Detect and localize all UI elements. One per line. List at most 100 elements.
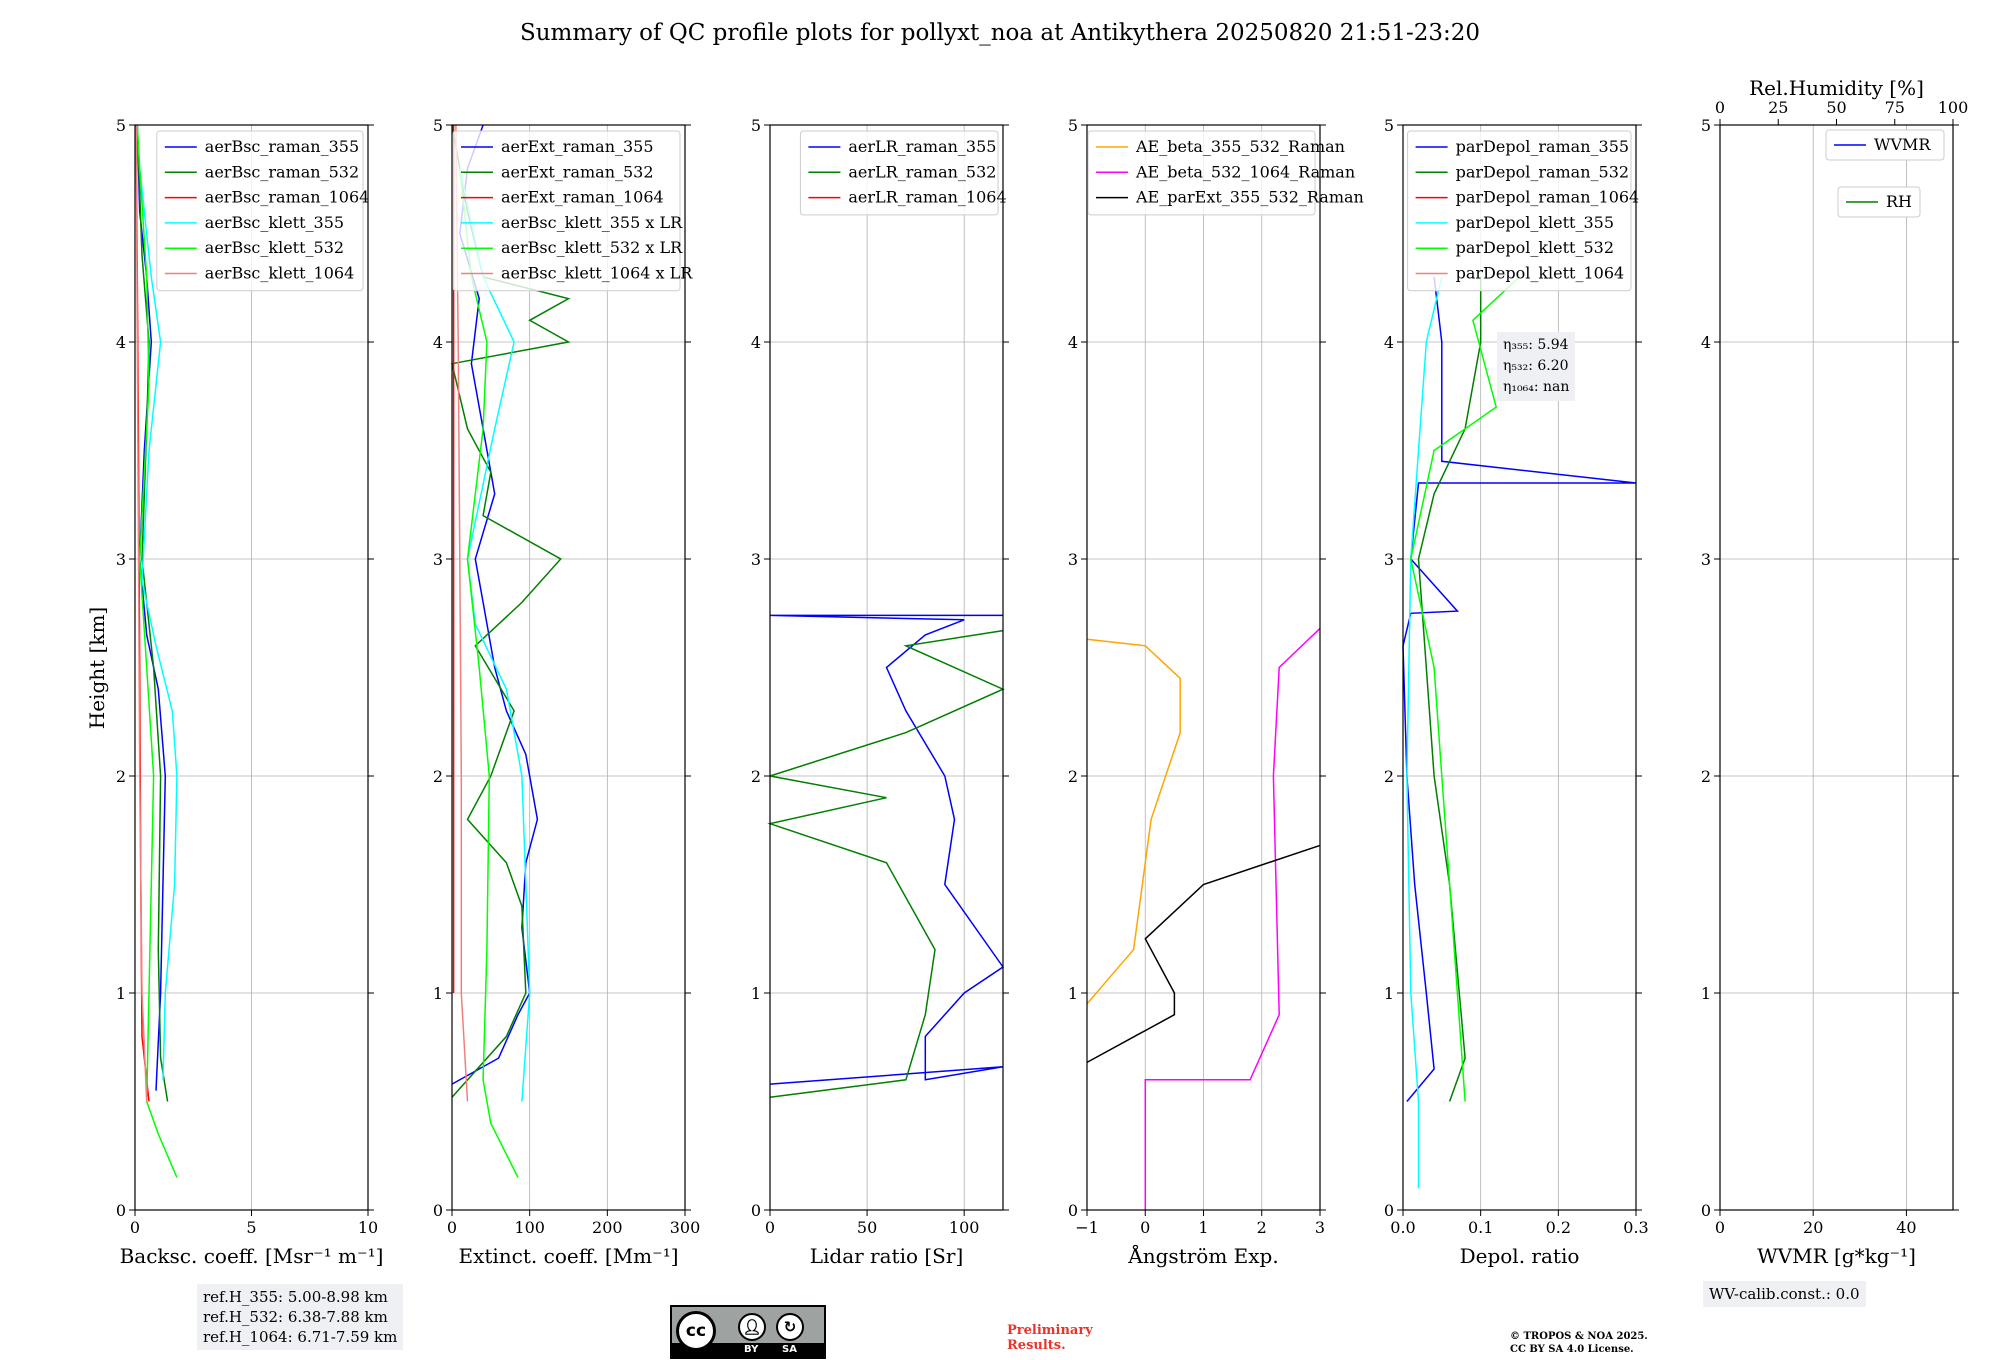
panel-frame bbox=[1719, 124, 1954, 1211]
legend-box bbox=[452, 130, 681, 292]
y-tick-label: 1 bbox=[433, 984, 443, 1003]
preliminary-line-2: Results. bbox=[1007, 1338, 1066, 1353]
legend-label: aerBsc_klett_532 bbox=[205, 238, 344, 257]
y-tick-label: 0 bbox=[1701, 1201, 1711, 1220]
legend-label: aerBsc_klett_1064 bbox=[205, 264, 354, 283]
y-tick-label: 3 bbox=[1068, 550, 1078, 569]
legend-label: parDepol_raman_355 bbox=[1456, 137, 1629, 156]
x-tick-label: 0 bbox=[447, 1218, 457, 1237]
top-x-tick-label: 25 bbox=[1768, 98, 1788, 117]
x-tick-label: 0.3 bbox=[1623, 1218, 1648, 1237]
x-tick-label: 20 bbox=[1803, 1218, 1823, 1237]
series-line-aerLR-raman-532 bbox=[767, 629, 1005, 1098]
y-tick-label: 4 bbox=[1384, 333, 1394, 352]
legend-label: AE_parExt_355_532_Raman bbox=[1135, 188, 1364, 207]
x-axis-label: Depol. ratio bbox=[1460, 1244, 1580, 1268]
series-line-AE-beta-355-532-Raman bbox=[1086, 638, 1181, 1005]
y-tick-label: 2 bbox=[751, 767, 761, 786]
x-tick-label: 100 bbox=[949, 1218, 980, 1237]
series-line-aerBsc-klett-532-x-LR bbox=[459, 168, 519, 1178]
y-tick-label: 3 bbox=[433, 550, 443, 569]
legend-box bbox=[156, 130, 364, 292]
panel-3 bbox=[764, 124, 1009, 1216]
copyright-line-1: © TROPOS & NOA 2025. bbox=[1510, 1331, 1648, 1342]
angstrom-eta-box: η₃₅₅: 5.94 η₅₃₂: 6.20 η₁₀₆₄: nan bbox=[1497, 332, 1576, 401]
panel-frame bbox=[451, 124, 686, 1211]
x-tick-label: 0 bbox=[765, 1218, 775, 1237]
x-tick-label: 0 bbox=[130, 1218, 140, 1237]
y-tick-label: 5 bbox=[1384, 116, 1394, 135]
legend-label: parDepol_raman_532 bbox=[1456, 162, 1629, 181]
x-axis-label: Ångström Exp. bbox=[1127, 1243, 1278, 1268]
x-tick-label: 0.1 bbox=[1468, 1218, 1493, 1237]
series-line-parDepol-raman-355 bbox=[1402, 276, 1637, 1102]
y-tick-label: 5 bbox=[116, 116, 126, 135]
panel-4 bbox=[1081, 124, 1326, 1216]
x-tick-label: 5 bbox=[246, 1218, 256, 1237]
legend-label: AE_beta_355_532_Raman bbox=[1135, 137, 1345, 156]
y-tick-label: 4 bbox=[1701, 333, 1711, 352]
panel-5 bbox=[1397, 124, 1642, 1216]
y-tick-label: 0 bbox=[116, 1201, 126, 1220]
y-tick-label: 0 bbox=[1384, 1201, 1394, 1220]
panel-1 bbox=[129, 124, 374, 1216]
panel-frame bbox=[1402, 124, 1637, 1211]
x-tick-label: 0 bbox=[1140, 1218, 1150, 1237]
series-line-aerBsc-klett-355 bbox=[136, 124, 178, 1080]
legend-label: parDepol_klett_1064 bbox=[1456, 264, 1625, 283]
wv-calib-box: WV-calib.const.: 0.0 bbox=[1703, 1281, 1866, 1307]
y-tick-label: 2 bbox=[116, 767, 126, 786]
y-tick-label: 1 bbox=[1701, 984, 1711, 1003]
y-tick-label: 5 bbox=[751, 116, 761, 135]
series-line-aerBsc-raman-532 bbox=[136, 124, 169, 1102]
x-tick-label: 3 bbox=[1315, 1218, 1325, 1237]
ref-height-355: ref.H_355: 5.00-8.98 km bbox=[203, 1288, 388, 1306]
y-tick-label: 2 bbox=[1701, 767, 1711, 786]
series-line-aerBsc-klett-1064 bbox=[135, 124, 148, 1102]
panel-2 bbox=[446, 124, 691, 1216]
eta-532: η₅₃₂: 6.20 bbox=[1503, 358, 1569, 374]
x-tick-label: 2 bbox=[1257, 1218, 1267, 1237]
y-tick-label: 2 bbox=[433, 767, 443, 786]
x-tick-label: 0 bbox=[1715, 1218, 1725, 1237]
preliminary-note: Preliminary Results. bbox=[1007, 1323, 1093, 1353]
x-axis-label: Extinct. coeff. [Mm⁻¹] bbox=[458, 1244, 678, 1268]
legend-label: aerBsc_raman_355 bbox=[205, 137, 359, 156]
x-tick-label: 200 bbox=[592, 1218, 623, 1237]
panel-6 bbox=[1714, 119, 1959, 1216]
cc-by-sa-logo: cc 👤︎ ↻ BY SA bbox=[670, 1305, 826, 1359]
top-x-tick-label: 50 bbox=[1826, 98, 1846, 117]
top-x-tick-label: 100 bbox=[1938, 98, 1969, 117]
x-tick-label: −1 bbox=[1075, 1218, 1099, 1237]
preliminary-line-1: Preliminary bbox=[1007, 1323, 1093, 1338]
figure-title: Summary of QC profile plots for pollyxt_… bbox=[519, 20, 1481, 46]
legend-label: aerLR_raman_1064 bbox=[848, 188, 1006, 207]
x-tick-label: 40 bbox=[1896, 1218, 1916, 1237]
x-tick-label: 0.2 bbox=[1546, 1218, 1571, 1237]
share-alike-icon: ↻ bbox=[776, 1313, 804, 1341]
cc-by-label: BY bbox=[744, 1344, 759, 1355]
series-line-aerBsc-klett-355-x-LR bbox=[459, 168, 531, 1102]
y-tick-label: 0 bbox=[433, 1201, 443, 1220]
x-tick-label: 10 bbox=[358, 1218, 378, 1237]
legend-label: aerBsc_klett_532 x LR bbox=[501, 238, 683, 257]
series-line-parDepol-klett-355 bbox=[1406, 276, 1443, 1189]
legend-label: RH bbox=[1886, 192, 1912, 211]
y-tick-label: 0 bbox=[751, 1201, 761, 1220]
y-tick-label: 1 bbox=[751, 984, 761, 1003]
x-tick-label: 300 bbox=[670, 1218, 701, 1237]
y-tick-label: 5 bbox=[433, 116, 443, 135]
series-line-parDepol-klett-532 bbox=[1410, 276, 1521, 1102]
ref-height-1064: ref.H_1064: 6.71-7.59 km bbox=[203, 1328, 398, 1346]
y-tick-label: 4 bbox=[116, 333, 126, 352]
legend-box bbox=[1087, 130, 1316, 216]
legend-box bbox=[1825, 129, 1945, 161]
series-line-parDepol-raman-532 bbox=[1417, 276, 1482, 1102]
x-tick-label: 100 bbox=[514, 1218, 545, 1237]
y-tick-label: 2 bbox=[1384, 767, 1394, 786]
legend-label: aerBsc_raman_1064 bbox=[205, 188, 370, 207]
x-tick-label: 0.0 bbox=[1390, 1218, 1415, 1237]
legend-label: parDepol_klett_532 bbox=[1456, 238, 1614, 257]
x-axis-label: Backsc. coeff. [Msr⁻¹ m⁻¹] bbox=[120, 1244, 384, 1268]
attribution-icon: 👤︎ bbox=[738, 1313, 766, 1341]
